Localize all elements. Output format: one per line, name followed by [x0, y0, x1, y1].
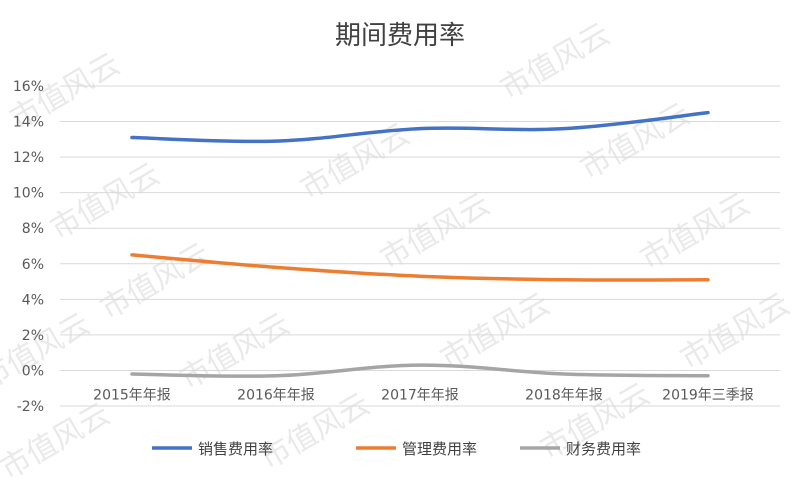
y-tick-label: 16%	[13, 79, 44, 95]
y-tick-label: -2%	[17, 399, 44, 415]
x-tick-label: 2016年年报	[237, 387, 315, 403]
y-tick-label: 0%	[22, 363, 44, 379]
y-tick-label: 14%	[13, 115, 44, 131]
legend: 销售费用率 管理费用率 财务费用率	[152, 440, 641, 458]
y-tick-label: 4%	[22, 292, 44, 308]
y-tick-label: 12%	[13, 150, 44, 166]
x-axis-ticks: 2015年年报 2016年年报 2017年年报 2018年年报 2019年三季报	[93, 387, 754, 403]
series-lines	[130, 110, 710, 378]
watermark-text: 市值风云	[575, 97, 696, 187]
y-tick-label: 2%	[22, 328, 44, 344]
y-tick-label: 8%	[22, 221, 44, 237]
watermark-text: 市值风云	[675, 287, 796, 377]
watermark-text: 市值风云	[0, 307, 96, 397]
chart-title: 期间费用率	[335, 21, 465, 51]
watermark-text: 市值风云	[95, 237, 216, 327]
watermark-text: 市值风云	[175, 307, 296, 397]
x-tick-label: 2015年年报	[93, 387, 171, 403]
y-tick-label: 10%	[13, 186, 44, 202]
series-line-1	[130, 110, 710, 144]
legend-label: 销售费用率	[198, 440, 273, 458]
y-tick-label: 6%	[22, 257, 44, 273]
watermark-text: 市值风云	[45, 157, 166, 247]
series-line-3	[130, 363, 710, 378]
y-axis-ticks: -2% 0% 2% 4% 6% 8% 10% 12% 14% 16%	[13, 79, 44, 415]
gridlines	[60, 85, 780, 407]
x-tick-label: 2019年三季报	[662, 387, 754, 403]
series-line-2	[130, 253, 710, 282]
watermark-text: 市值风云	[495, 17, 616, 107]
legend-label: 财务费用率	[566, 440, 641, 458]
legend-label: 管理费用率	[402, 440, 477, 458]
watermark-text: 市值风云	[435, 287, 556, 377]
x-tick-label: 2018年年报	[525, 387, 603, 403]
x-tick-label: 2017年年报	[381, 387, 459, 403]
